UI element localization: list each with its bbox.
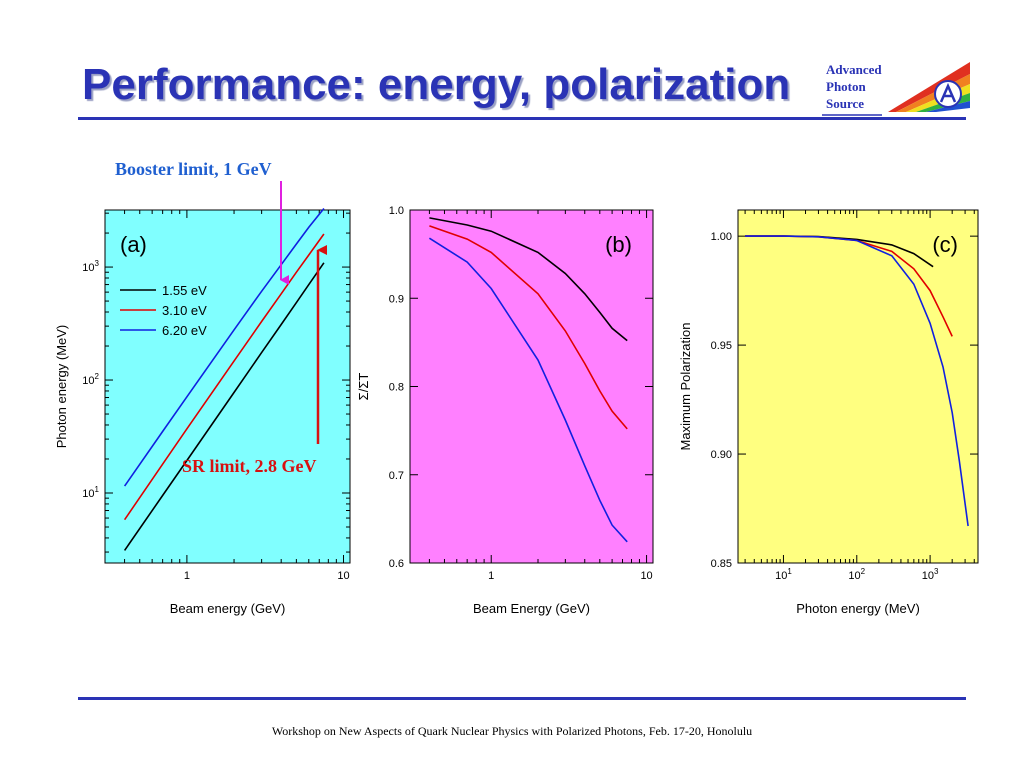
series-line bbox=[123, 207, 325, 487]
chart-panel-b: 1 10 0.6 0.7 0.8 0.9 1.0 (b) Beam Energy (GeV) Σ/… bbox=[356, 205, 654, 616]
y-tick-label: 0.85 bbox=[711, 558, 732, 570]
y-tick-label: 102 bbox=[82, 372, 99, 387]
y-tick-label: 1.0 bbox=[389, 205, 404, 217]
plot-area bbox=[737, 209, 979, 564]
x-tick-label: 10 bbox=[640, 570, 652, 582]
panel-label: (b) bbox=[605, 232, 632, 257]
series-line bbox=[428, 237, 628, 543]
legend-label: 6.20 eV bbox=[162, 323, 207, 338]
logo-line-advanced: Advanced bbox=[826, 62, 882, 77]
y-tick-label: 1.00 bbox=[711, 231, 732, 243]
y-tick-label: 101 bbox=[82, 485, 99, 500]
plot-area bbox=[409, 209, 654, 564]
footer-text: Workshop on New Aspects of Quark Nuclear… bbox=[271, 724, 753, 738]
logo-line-photon: Photon bbox=[826, 79, 866, 94]
x-axis-label: Beam Energy (GeV) bbox=[473, 601, 590, 616]
y-tick-label: 0.8 bbox=[389, 382, 404, 394]
x-tick-label: 10 bbox=[337, 570, 349, 582]
sr-limit-annotation: SR limit, 2.8 GeV bbox=[182, 456, 317, 476]
chart-panel-c: 101 102 103 0.85 0.90 0.95 1.00 (c) Photon energ… bbox=[678, 209, 979, 616]
footer-rule bbox=[78, 697, 966, 700]
y-tick-label: 0.7 bbox=[389, 470, 404, 482]
x-tick-label: 103 bbox=[922, 567, 939, 582]
legend-label: 3.10 eV bbox=[162, 303, 207, 318]
aps-logo: Advanced Photon Source bbox=[818, 60, 970, 118]
title-underline bbox=[78, 117, 966, 120]
panel-label: (a) bbox=[120, 232, 147, 257]
series-line bbox=[745, 235, 969, 527]
rainbow-logo-icon bbox=[822, 62, 970, 116]
x-tick-label: 101 bbox=[775, 567, 792, 582]
booster-limit-annotation: Booster limit, 1 GeV bbox=[115, 159, 272, 179]
panel-label: (c) bbox=[932, 232, 958, 257]
y-tick-label: 0.95 bbox=[711, 340, 732, 352]
plot-area bbox=[104, 209, 351, 564]
x-axis-label: Beam energy (GeV) bbox=[170, 601, 286, 616]
x-axis-label: Photon energy (MeV) bbox=[796, 601, 920, 616]
y-tick-label: 0.9 bbox=[389, 293, 404, 305]
series-line bbox=[429, 225, 628, 430]
series-line bbox=[123, 262, 325, 551]
y-axis-label: Σ/ΣT bbox=[356, 373, 371, 401]
legend-label: 1.55 eV bbox=[162, 283, 207, 298]
y-axis-label: Photon energy (MeV) bbox=[54, 325, 69, 449]
y-tick-label: 0.6 bbox=[389, 558, 404, 570]
x-tick-label: 1 bbox=[184, 570, 190, 582]
y-tick-label: 103 bbox=[82, 259, 99, 274]
series-line bbox=[123, 233, 325, 521]
page-title: Performance: energy, polarization bbox=[82, 60, 791, 109]
y-axis-label: Maximum Polarization bbox=[678, 323, 693, 451]
x-tick-label: 102 bbox=[848, 567, 865, 582]
y-tick-label: 0.90 bbox=[711, 449, 732, 461]
chart-panel-a: 1 10 101 102 103 (a) Beam energy (GeV) Photon e… bbox=[54, 207, 351, 616]
logo-line-source: Source bbox=[826, 96, 865, 111]
series-line bbox=[429, 217, 628, 342]
x-tick-label: 1 bbox=[488, 570, 494, 582]
